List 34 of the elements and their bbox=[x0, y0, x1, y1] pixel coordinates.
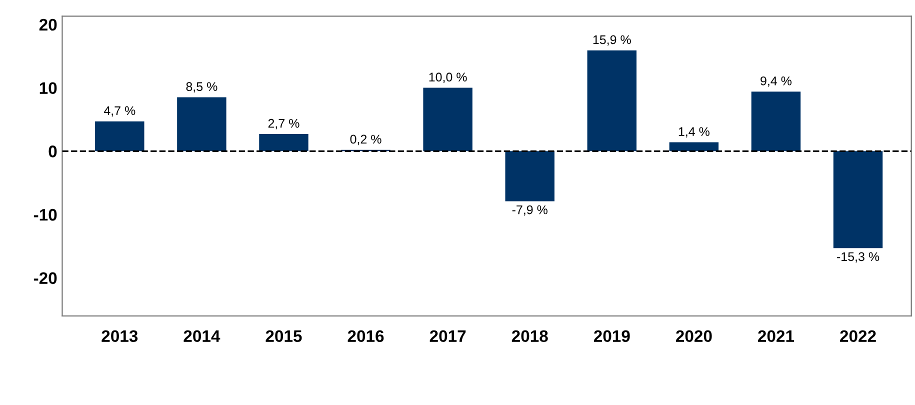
y-tick-label: 20 bbox=[39, 18, 57, 31]
data-label: 2,7 % bbox=[268, 118, 300, 130]
data-label: 9,4 % bbox=[760, 76, 792, 87]
x-tick-label: 2021 bbox=[758, 330, 794, 342]
bar bbox=[259, 134, 308, 152]
x-tick-label: 2015 bbox=[266, 330, 302, 342]
x-tick-label: 2019 bbox=[594, 330, 630, 342]
data-label: 4,7 % bbox=[104, 106, 136, 117]
x-tick-label: 2016 bbox=[348, 330, 384, 342]
x-tick-label: 2017 bbox=[430, 330, 466, 342]
data-label: 1,4 % bbox=[678, 127, 710, 138]
y-tick-label: -20 bbox=[34, 272, 57, 284]
data-label: -15,3 % bbox=[837, 252, 880, 263]
bar bbox=[669, 142, 719, 152]
x-tick-label: 2022 bbox=[840, 330, 876, 342]
bar bbox=[751, 92, 801, 152]
bar bbox=[95, 121, 144, 152]
y-tick-label: 10 bbox=[40, 82, 57, 94]
bar bbox=[177, 97, 226, 152]
bar bbox=[505, 151, 554, 202]
x-tick-label: 2014 bbox=[184, 330, 220, 342]
data-label: 8,5 % bbox=[186, 82, 218, 93]
bar bbox=[587, 50, 637, 152]
x-tick-label: 2018 bbox=[512, 330, 548, 342]
bar bbox=[833, 151, 883, 248]
data-label: 10,0 % bbox=[429, 72, 467, 84]
x-tick-label: 2013 bbox=[102, 330, 138, 342]
bar bbox=[423, 88, 472, 152]
y-tick-label: 0 bbox=[48, 146, 57, 158]
data-label: 0,2 % bbox=[350, 134, 382, 146]
x-tick-label: 2020 bbox=[676, 330, 712, 342]
data-label: -7,9 % bbox=[512, 205, 548, 216]
y-tick-label: -10 bbox=[34, 208, 57, 221]
data-label: 15,9 % bbox=[593, 35, 631, 46]
